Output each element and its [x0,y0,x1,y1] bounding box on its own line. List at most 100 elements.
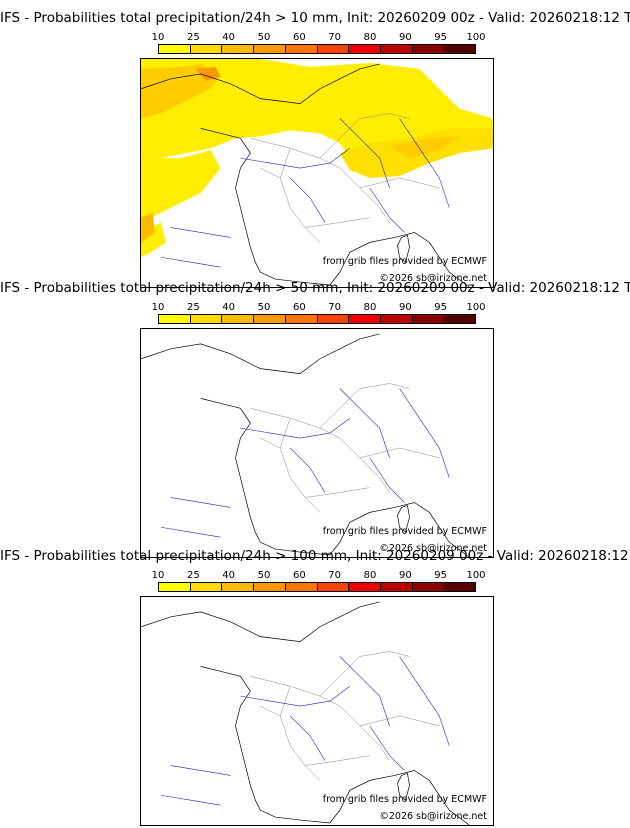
admin-borders [250,113,440,243]
colorbar-tick-label: 60 [292,32,306,43]
colorbar-segment [380,583,413,591]
credit-source: from grib files provided by ECMWF [322,526,487,537]
colorbar-ticks: 10 25 40 50 60 70 80 90 95 100 [152,570,486,582]
admin-borders [250,651,440,781]
colorbar-tick-label: 80 [363,570,377,581]
panel-title: IFS - Probabilities total precipitation/… [0,548,630,564]
precip-field-west [141,150,221,233]
corsica-coast [397,234,410,263]
colorbar-tick-label: 25 [186,302,200,313]
colorbar-segment [349,583,381,591]
colorbar-segment [444,315,476,323]
corsica-coast [397,504,410,533]
map-svg [141,59,493,287]
colorbar-segment [412,583,445,591]
precip-field-orange-nw [141,63,221,119]
colorbar-segment [349,45,381,53]
map-100mm: from grib files provided by ECMWF ©2026 … [140,596,494,826]
precip-field-red-nw [195,66,221,81]
colorbar-segment [159,45,191,53]
rivers [160,656,450,806]
map-svg [141,601,470,825]
colorbar-tick-label: 10 [151,32,165,43]
colorbar-tick-label: 100 [466,32,486,43]
coastline [141,63,470,287]
colorbar-segment [317,45,350,53]
colorbar-tick-label: 100 [466,302,486,313]
colorbar-segment [190,45,223,53]
colorbar-tick-label: 40 [222,302,236,313]
colorbar-tick-label: 90 [398,302,412,313]
colorbar-segment [317,315,350,323]
colorbar-segment [444,583,476,591]
colorbar-segment [254,583,286,591]
colorbar-segment [159,583,191,591]
colorbar-segment [444,45,476,53]
credit-copyright: ©2026 sb@irizone.net [379,273,487,284]
colorbar-tick-label: 60 [292,570,306,581]
panel-50mm: IFS - Probabilities total precipitation/… [0,280,630,558]
credit-copyright: ©2026 sb@irizone.net [379,543,487,554]
colorbar-tick-label: 70 [328,570,342,581]
colorbar-tick-label: 10 [151,302,165,313]
colorbar-tick-label: 50 [257,302,271,313]
colorbar-segment [159,315,191,323]
rivers [160,118,450,268]
map-10mm: from grib files provided by ECMWF ©2026 … [140,58,494,288]
coastline [141,601,470,825]
colorbar-tick-label: 60 [292,302,306,313]
corsica-coast [397,772,410,801]
colorbar-tick-label: 80 [363,32,377,43]
colorbar-segment [285,45,318,53]
colorbar-segment [412,45,445,53]
colorbar-segment [222,45,255,53]
colorbar-tick-label: 100 [466,570,486,581]
colorbar-segment [254,45,286,53]
colorbar [158,44,476,54]
colorbar-tick-label: 70 [328,32,342,43]
colorbar-ticks: 10 25 40 50 60 70 80 90 95 100 [152,32,486,44]
panel-100mm: IFS - Probabilities total precipitation/… [0,548,630,826]
credit-source: from grib files provided by ECMWF [322,256,487,267]
map-svg [141,333,470,557]
colorbar-tick-label: 80 [363,302,377,313]
colorbar-ticks: 10 25 40 50 60 70 80 90 95 100 [152,302,486,314]
colorbar-tick-label: 40 [222,32,236,43]
panel-title: IFS - Probabilities total precipitation/… [0,280,630,296]
panel-10mm: IFS - Probabilities total precipitation/… [0,10,630,288]
colorbar-tick-label: 90 [398,570,412,581]
precip-field-orange-sw [141,212,155,243]
credit-copyright: ©2026 sb@irizone.net [379,811,487,822]
admin-borders [250,383,440,513]
colorbar-tick-label: 50 [257,32,271,43]
colorbar-segment [349,315,381,323]
colorbar-tick-label: 40 [222,570,236,581]
colorbar-segment [190,583,223,591]
colorbar-segment [222,583,255,591]
coastline [141,333,470,557]
precip-field-orange-alps [389,136,460,159]
colorbar-tick-label: 95 [434,570,448,581]
credit-source: from grib files provided by ECMWF [322,794,487,805]
map-50mm: from grib files provided by ECMWF ©2026 … [140,328,494,558]
colorbar-tick-label: 70 [328,302,342,313]
colorbar-segment [317,583,350,591]
colorbar-segment [285,315,318,323]
colorbar-tick-label: 25 [186,32,200,43]
colorbar-tick-label: 95 [434,32,448,43]
colorbar-tick-label: 90 [398,32,412,43]
panel-title: IFS - Probabilities total precipitation/… [0,10,630,26]
colorbar-tick-label: 95 [434,302,448,313]
colorbar-segment [190,315,223,323]
colorbar-tick-label: 25 [186,570,200,581]
colorbar-segment [285,583,318,591]
colorbar-tick-label: 10 [151,570,165,581]
colorbar-segment [222,315,255,323]
colorbar-segment [412,315,445,323]
colorbar-segment [380,315,413,323]
colorbar [158,314,476,324]
rivers [160,388,450,538]
colorbar-segment [380,45,413,53]
colorbar-segment [254,315,286,323]
colorbar [158,582,476,592]
